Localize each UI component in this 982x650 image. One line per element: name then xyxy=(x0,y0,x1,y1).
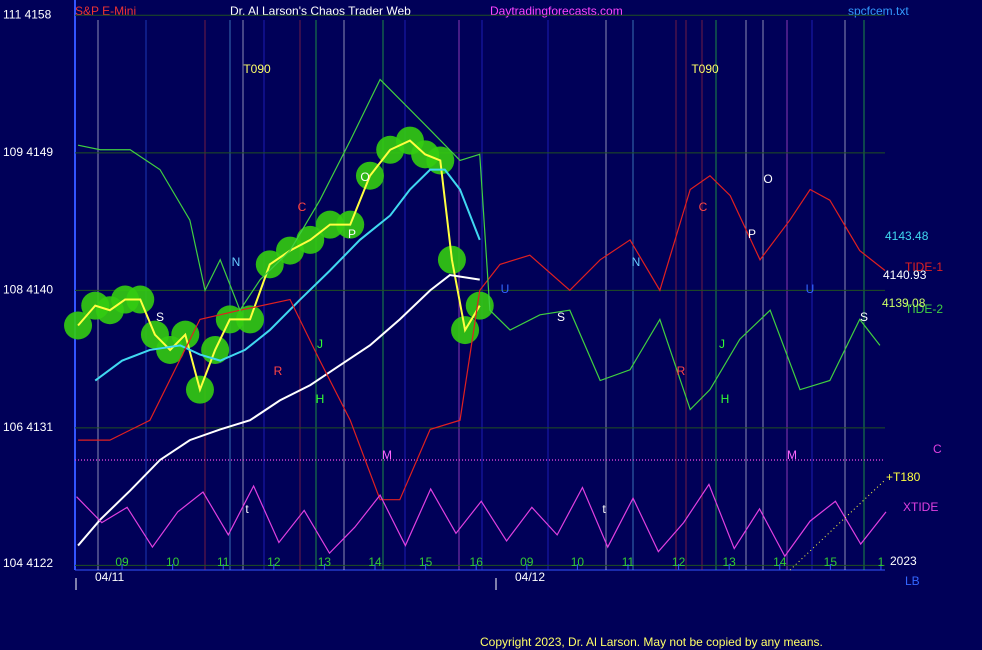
right-label: 4139.08 xyxy=(882,296,926,310)
planet-label: U xyxy=(806,282,815,296)
series-line xyxy=(77,274,480,547)
x-tick-label: 16 xyxy=(470,555,484,569)
x-tick-label: 12 xyxy=(267,555,281,569)
planet-label: S xyxy=(860,310,868,324)
x-tick-label: 11 xyxy=(217,555,230,569)
series-line xyxy=(94,168,481,382)
planet-label: C xyxy=(298,200,307,214)
chart-title: Dr. Al Larson's Chaos Trader Web xyxy=(230,4,411,18)
x-tick-label: 10 xyxy=(166,555,180,569)
planet-label: M xyxy=(382,448,392,462)
planet-label: S xyxy=(156,310,164,324)
planet-label: P xyxy=(748,227,756,241)
x-tick-label: 1 xyxy=(878,555,885,569)
planet-label: O xyxy=(763,172,772,186)
right-label: C xyxy=(933,442,942,456)
symbol: S&P E-Mini xyxy=(75,4,136,18)
date-label: 04/12 xyxy=(515,570,545,584)
planet-label: R xyxy=(274,364,283,378)
site: Daytradingforecasts.com xyxy=(490,4,623,18)
y-tick-label: 106 4131 xyxy=(3,420,53,434)
y-tick-label: 104 4122 xyxy=(3,556,53,570)
series-line xyxy=(76,483,887,558)
planet-label: N xyxy=(232,255,241,269)
x-tick-label: 11 xyxy=(622,555,635,569)
right-label: +T180 xyxy=(886,470,921,484)
series-label: TIDE-2 xyxy=(905,302,943,316)
series-label: XTIDE xyxy=(903,500,938,514)
x-tick-label: 15 xyxy=(419,555,433,569)
right-label: 4140.93 xyxy=(883,268,927,282)
x-tick-label: 10 xyxy=(571,555,585,569)
x-tick-label: 09 xyxy=(115,555,129,569)
planet-label: N xyxy=(632,255,641,269)
series-label: TIDE-1 xyxy=(905,260,943,274)
planet-label: O xyxy=(360,170,369,184)
x-tick-label: 09 xyxy=(520,555,534,569)
x-tick-label: 13 xyxy=(318,555,332,569)
file-name: spcfcem.txt xyxy=(848,4,909,18)
x-tick-label: 14 xyxy=(773,555,787,569)
planet-label: T090 xyxy=(691,62,719,76)
x-tick-label: 12 xyxy=(672,555,686,569)
planet-label: T090 xyxy=(243,62,271,76)
date-label: 04/11 xyxy=(95,570,124,584)
x-tick-label: 14 xyxy=(368,555,382,569)
y-tick-label: 109 4149 xyxy=(3,145,53,159)
planet-label: H xyxy=(721,392,730,406)
series-line xyxy=(77,78,881,411)
y-tick-label: 111 4158 xyxy=(3,7,52,21)
x-tick-label: 13 xyxy=(722,555,736,569)
right-label: 4143.48 xyxy=(885,229,929,243)
series-line xyxy=(77,139,481,393)
planet-label: H xyxy=(316,392,325,406)
planet-label: U xyxy=(501,282,510,296)
series-line xyxy=(78,174,886,501)
right-label: LB xyxy=(905,574,920,588)
planet-label: M xyxy=(787,448,797,462)
planet-label: t xyxy=(602,502,606,516)
x-tick-label: 15 xyxy=(824,555,838,569)
planet-label: J xyxy=(719,337,725,351)
y-tick-label: 108 4140 xyxy=(3,283,53,297)
planet-label: t xyxy=(245,502,249,516)
copyright: Copyright 2023, Dr. Al Larson. May not b… xyxy=(480,635,823,649)
planet-label: S xyxy=(557,310,565,324)
planet-label: P xyxy=(348,227,356,241)
planet-label: C xyxy=(699,200,708,214)
planet-label: J xyxy=(317,337,323,351)
right-label: 2023 xyxy=(890,554,917,568)
planet-label: R xyxy=(677,364,686,378)
